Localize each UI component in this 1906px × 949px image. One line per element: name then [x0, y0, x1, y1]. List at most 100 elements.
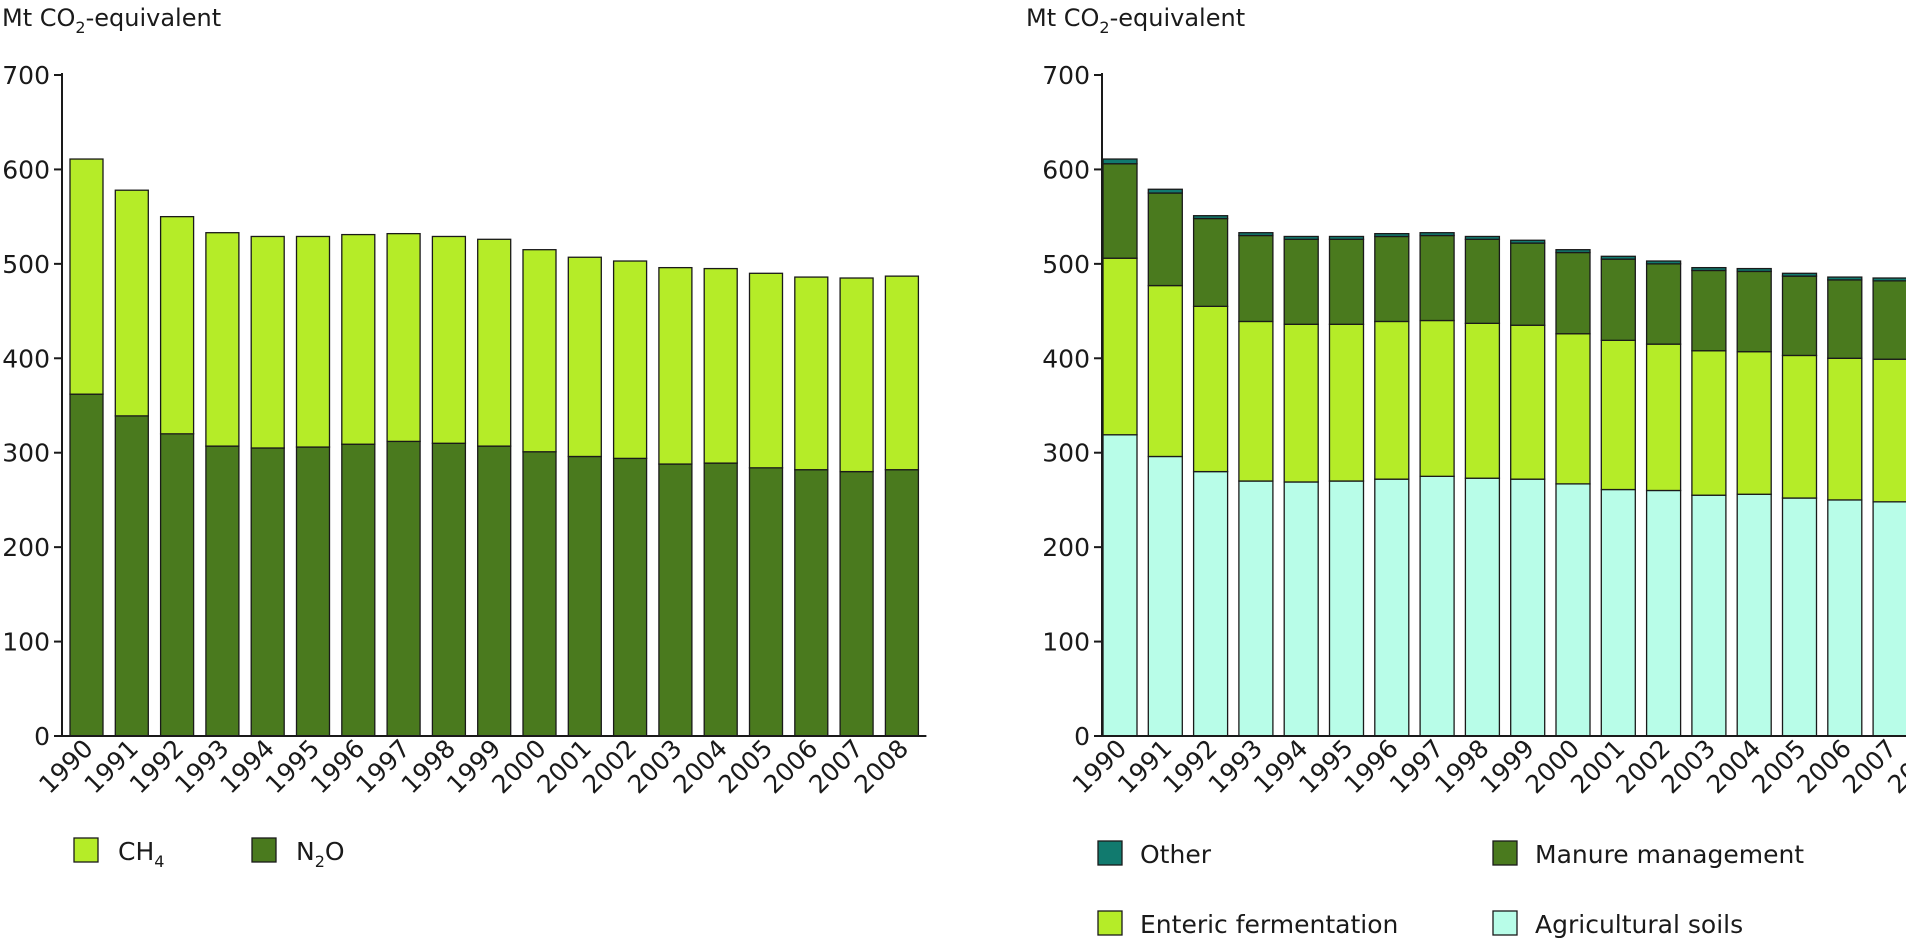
bar-segment-ch-1998: [431, 235, 467, 444]
legend-label-other: Other: [1140, 840, 1212, 869]
bar-segment-other-1996: [1374, 232, 1410, 238]
bar-segment-other-1990: [1102, 158, 1138, 165]
bar-segment-agricultural-soils-1995: [1328, 480, 1365, 737]
y-axis-label-rest: -equivalent: [86, 4, 222, 32]
bar-segment-other-1993: [1238, 232, 1274, 237]
bar-segment-other-1991: [1147, 188, 1183, 194]
bar-segment-other-2006: [1827, 276, 1863, 281]
bar-segment-agricultural-soils-1997: [1419, 475, 1455, 737]
bar-segment-manure-management-1997: [1419, 234, 1455, 322]
y-tick-label: 300: [2, 439, 50, 468]
y-tick-label: 500: [2, 250, 50, 279]
bar-segment-manure-management-2004: [1736, 270, 1772, 353]
y-axis-label-rest: -equivalent: [1110, 4, 1246, 32]
bar-segment-agricultural-soils-2001: [1600, 488, 1636, 737]
bar-segment-other-2001: [1600, 255, 1636, 260]
bar-segment-manure-management-2000: [1555, 251, 1591, 335]
bar-segment-enteric-fermentation-1992: [1192, 305, 1229, 473]
bar-segment-agricultural-soils-2002: [1645, 489, 1682, 737]
bar-segment-manure-management-1993: [1238, 234, 1274, 323]
y-tick-label: 500: [1042, 250, 1090, 279]
bar-segment-ch-1996: [341, 233, 376, 445]
bar-segment-n-1990: [69, 393, 104, 737]
bar-segment-enteric-fermentation-2001: [1600, 339, 1636, 491]
bar-segment-ch-1999: [477, 238, 512, 447]
bar-segment-n-1993: [205, 445, 240, 737]
y-axis-label-main: Mt CO: [1026, 4, 1099, 32]
bar-segment-ch-2002: [612, 260, 648, 460]
bar-segment-manure-management-1992: [1192, 217, 1229, 308]
bar-segment-n-2000: [522, 451, 557, 737]
bar-segment-ch-2005: [748, 272, 784, 469]
bar-segment-ch-2007: [839, 277, 874, 473]
legend-label-manure-management: Manure management: [1535, 840, 1804, 869]
bar-segment-ch-1995: [295, 235, 331, 448]
bar-segment-enteric-fermentation-1997: [1419, 319, 1455, 477]
bar-segment-enteric-fermentation-1991: [1147, 284, 1183, 458]
bar-segment-n-2003: [658, 463, 693, 737]
bar-segment-ch-1990: [69, 158, 104, 395]
x-tick-label-2008: 2008: [849, 734, 914, 799]
legend-label-main: CH: [118, 837, 154, 866]
bar-segment-agricultural-soils-1990: [1102, 434, 1138, 737]
bar-segment-agricultural-soils-1991: [1147, 455, 1183, 737]
bar-segment-ch-2001: [567, 256, 602, 458]
bar-segment-n-2002: [612, 457, 648, 737]
bar-segment-n-2006: [794, 469, 829, 737]
legend-swatch-n: [251, 837, 277, 863]
legend-label-main: Agricultural soils: [1535, 910, 1743, 939]
y-axis-label-sub: 2: [1099, 18, 1109, 37]
legend-label-rest: O: [325, 837, 345, 866]
y-tick-label: 700: [2, 61, 50, 90]
bar-segment-other-2000: [1555, 249, 1591, 254]
chart-1: Mt CO2-equivalent01002003004005006007001…: [2, 4, 927, 871]
bar-segment-other-2004: [1736, 267, 1772, 273]
bar-segment-enteric-fermentation-2000: [1555, 333, 1591, 485]
bar-segment-manure-management-2007: [1872, 280, 1906, 360]
bar-segment-n-2005: [748, 467, 784, 737]
bar-segment-agricultural-soils-1996: [1374, 478, 1410, 737]
bar-segment-other-1997: [1419, 232, 1455, 237]
bar-segment-other-1998: [1464, 235, 1501, 240]
bar-segment-n-1999: [477, 445, 512, 737]
legend-label-sub: 2: [315, 852, 325, 871]
bar-segment-enteric-fermentation-2007: [1872, 358, 1906, 503]
bar-segment-enteric-fermentation-1993: [1238, 320, 1274, 482]
bar-segment-manure-management-1994: [1283, 238, 1319, 325]
y-tick-label: 600: [2, 155, 50, 184]
bar-segment-ch-1992: [159, 215, 195, 435]
legend-label-ch: CH4: [118, 837, 164, 871]
legend-label-sub: 4: [154, 852, 164, 871]
bar-segment-other-2002: [1645, 260, 1682, 265]
y-tick-label: 400: [1042, 344, 1090, 373]
bar-segment-manure-management-1995: [1328, 238, 1365, 325]
bar-segment-n-1996: [341, 443, 376, 737]
bar-segment-manure-management-2003: [1691, 269, 1727, 352]
chart-2: Mt CO2-equivalent01002003004005006007001…: [1026, 4, 1906, 939]
bar-segment-manure-management-1998: [1464, 238, 1501, 324]
bar-segment-enteric-fermentation-1995: [1328, 323, 1365, 482]
bar-segment-ch-1991: [114, 189, 149, 417]
bar-segment-manure-management-2002: [1645, 263, 1682, 345]
y-tick-label: 300: [1042, 439, 1090, 468]
legend-swatch-enteric-fermentation: [1097, 910, 1123, 936]
legend-swatch-manure-management: [1492, 840, 1518, 866]
bar-segment-agricultural-soils-2003: [1691, 494, 1727, 737]
bar-segment-enteric-fermentation-2002: [1645, 343, 1682, 492]
bar-segment-enteric-fermentation-1999: [1510, 324, 1546, 480]
bar-segment-ch-1997: [386, 232, 421, 443]
bar-segment-enteric-fermentation-2004: [1736, 351, 1772, 495]
bar-segment-enteric-fermentation-1996: [1374, 320, 1410, 480]
bar-segment-n-2007: [839, 470, 874, 737]
bar-segment-agricultural-soils-2005: [1781, 497, 1818, 737]
bar-segment-ch-2003: [658, 266, 693, 465]
bar-segment-enteric-fermentation-2003: [1691, 350, 1727, 496]
bar-segment-n-2004: [703, 462, 738, 737]
bar-segment-ch-1994: [250, 235, 285, 449]
legend-swatch-other: [1097, 840, 1123, 866]
bar-segment-ch-2006: [794, 276, 829, 471]
bar-segment-enteric-fermentation-1990: [1102, 257, 1138, 436]
bar-segment-agricultural-soils-1999: [1510, 478, 1546, 737]
bar-segment-other-1994: [1283, 235, 1319, 240]
